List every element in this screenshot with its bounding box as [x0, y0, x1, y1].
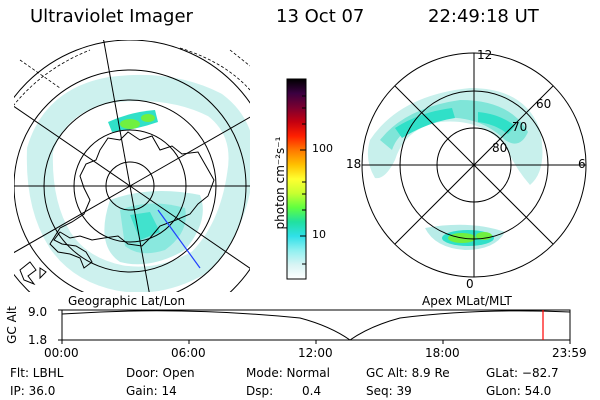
right-aurora-emission — [367, 88, 543, 250]
left-outer-grid — [14, 47, 250, 106]
mlt-label-18: 18 — [346, 157, 362, 171]
colorbar-tick-100: 100 — [312, 142, 333, 155]
altitude-ytick-high: 9.0 — [28, 305, 48, 319]
gc-alt-info: GC Alt: 8.9 Re — [366, 366, 450, 380]
coastline — [49, 131, 215, 269]
filter-info: Flt: LBHL — [10, 366, 64, 380]
colorbar — [286, 78, 307, 280]
mode-info: Mode: Normal — [246, 366, 330, 380]
left-aurora-emission — [26, 74, 250, 292]
dsp-label: Dsp: — [246, 384, 274, 398]
instrument-title: Ultraviolet Imager — [30, 6, 193, 27]
altitude-ylabel: GC Alt — [4, 306, 19, 344]
altitude-x-ticks — [58, 309, 571, 344]
altitude-xtick-2359: 23:59 — [552, 346, 587, 360]
altitude-xtick-0000: 00:00 — [44, 346, 79, 360]
colorbar-tick-10: 10 — [312, 228, 326, 241]
date-label: 13 Oct 07 — [276, 6, 365, 27]
dsp-value: 0.4 — [302, 384, 322, 398]
mlt-label-6: 6 — [578, 157, 586, 171]
altitude-ytick-low: 1.8 — [28, 333, 48, 347]
colorbar-ticks — [300, 95, 306, 265]
altitude-curve — [61, 310, 571, 341]
altitude-xtick-1800: 18:00 — [425, 346, 460, 360]
altitude-xtick-0600: 06:00 — [171, 346, 206, 360]
mlt-label-12: 12 — [477, 48, 493, 62]
glon-info: GLon: 54.0 — [486, 384, 552, 398]
mlt-label-0: 0 — [466, 277, 474, 291]
mlat-label-70: 70 — [512, 120, 528, 134]
peninsula-coast — [19, 261, 47, 286]
left-longitude-grid — [14, 40, 250, 292]
gain-info: Gain: 14 — [126, 384, 177, 398]
colorbar-fill — [286, 78, 307, 280]
magnetic-map-caption: Apex MLat/MLT — [422, 294, 512, 308]
mlat-label-60: 60 — [536, 97, 552, 111]
colorbar-unit-label: photon cm⁻²s⁻¹ — [273, 136, 287, 230]
seq-info: Seq: 39 — [366, 384, 412, 398]
magnetic-map — [361, 52, 587, 278]
mlat-label-80: 80 — [492, 141, 508, 155]
glat-info: GLat: −82.7 — [486, 366, 559, 380]
geographic-map — [14, 40, 250, 292]
altitude-plot — [58, 309, 571, 344]
satellite-track — [157, 209, 201, 269]
altitude-xtick-1200: 12:00 — [298, 346, 333, 360]
door-info: Door: Open — [126, 366, 195, 380]
ip-info: IP: 36.0 — [10, 384, 56, 398]
time-label: 22:49:18 UT — [428, 6, 539, 27]
geographic-map-caption: Geographic Lat/Lon — [68, 294, 186, 308]
right-mlt-grid — [362, 53, 586, 277]
